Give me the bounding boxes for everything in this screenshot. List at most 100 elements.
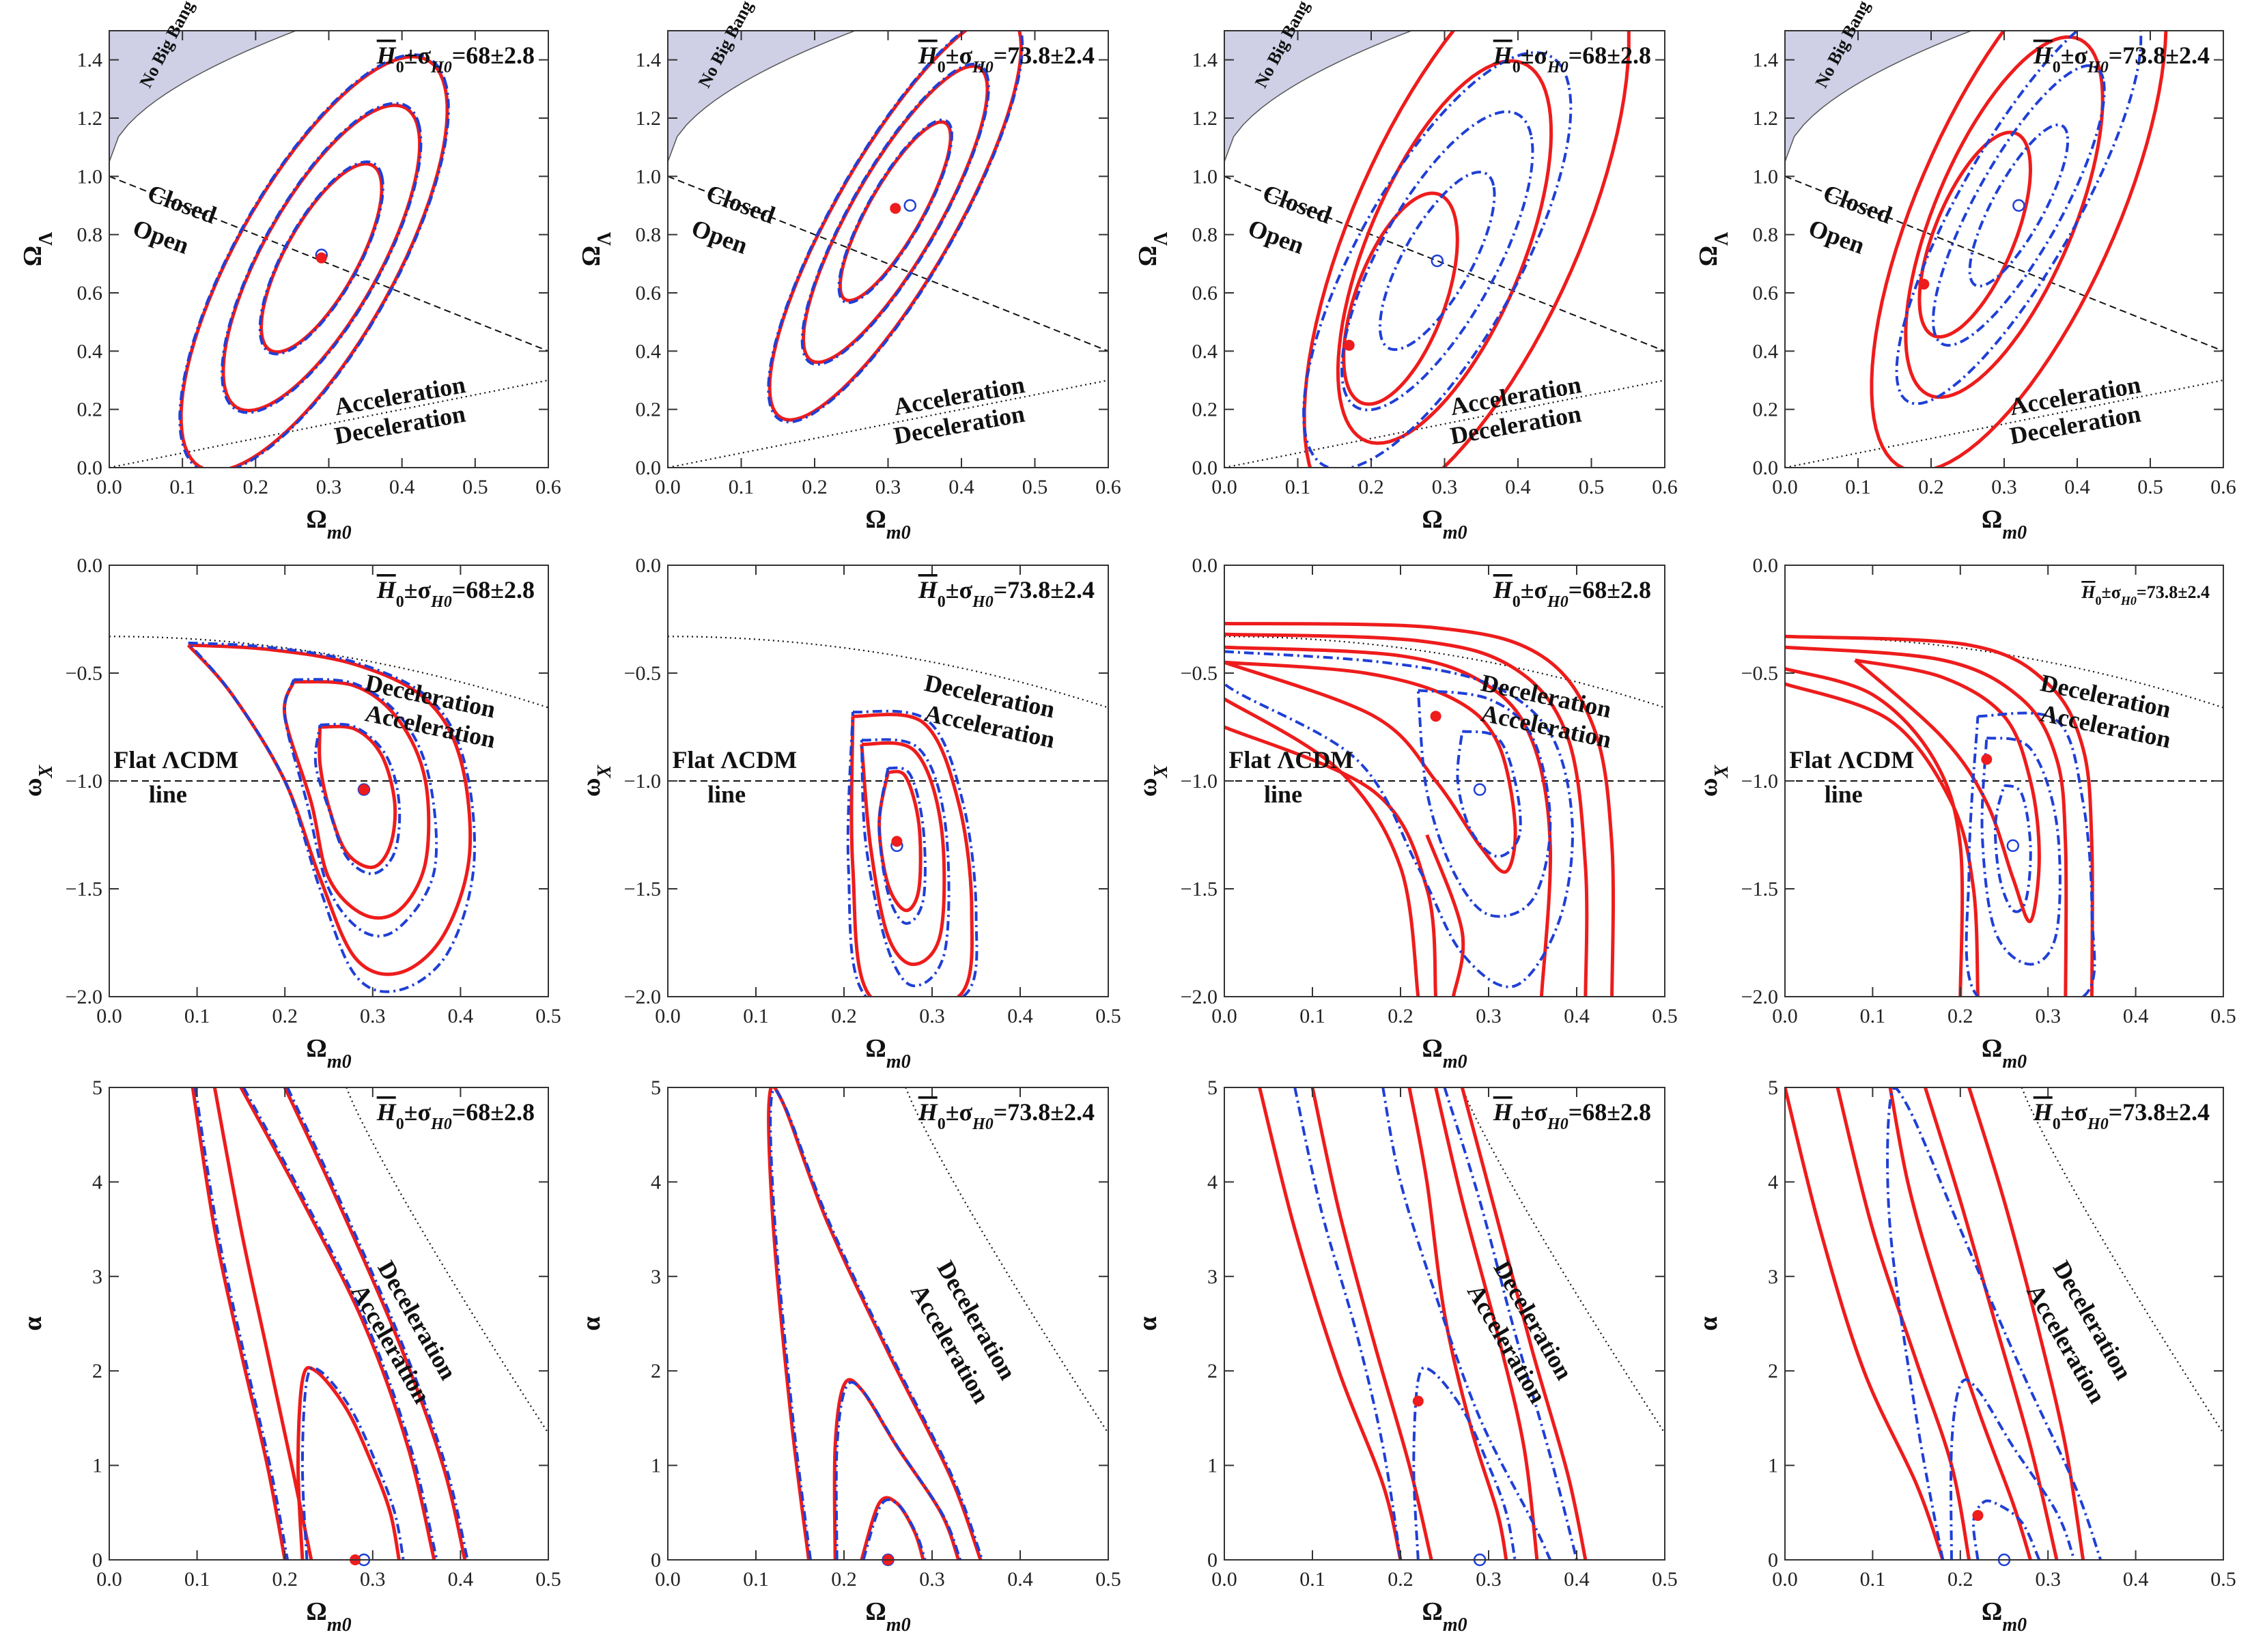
best-fit-filled-point (890, 203, 901, 214)
y-tick-label: 1.0 (636, 165, 662, 188)
y-tick-label: 0.8 (636, 224, 662, 246)
y-tick-label: 1 (1207, 1455, 1218, 1477)
plot-frame (667, 1087, 1109, 1561)
best-fit-filled-point (358, 784, 369, 795)
x-axis-label: Ωm0 (865, 1597, 910, 1636)
y-tick-label: −1.5 (1181, 878, 1218, 900)
acceleration-boundary-line (2021, 1087, 2223, 1434)
y-tick-label: 0.6 (77, 282, 103, 304)
x-tick-label: 0.2 (1947, 1005, 1973, 1027)
y-tick-label: 4 (1768, 1171, 1778, 1193)
acceleration-boundary-line (905, 1087, 1108, 1434)
x-tick-label: 0.2 (802, 476, 828, 498)
plot-frame (1784, 1087, 2224, 1561)
panel-mid-3: 0.0 0.1 0.2 0.3 0.4 0.5 0.0 −0.5 −1.0 −1.5 −2.0 Ωm0… (1134, 554, 1678, 1072)
x-tick-label: 0.2 (831, 1568, 857, 1591)
y-tick-label: −1.0 (1741, 770, 1778, 793)
y-tick-label: 0.0 (636, 554, 662, 577)
x-tick-label: 0.5 (2137, 476, 2163, 498)
x-tick-label: 0.3 (1476, 1568, 1502, 1591)
x-tick-label: 0.4 (448, 1568, 474, 1591)
y-tick-label: −0.5 (1741, 662, 1778, 685)
flat-lcdm-line-label: line (1264, 781, 1302, 808)
y-tick-label: 5 (92, 1077, 102, 1099)
y-tick-label: 0.6 (636, 282, 662, 304)
y-axis-label: ωX (577, 764, 615, 797)
y-tick-label: −1.0 (1181, 770, 1218, 793)
solid-contour-2 (1224, 645, 1553, 997)
y-axis-label: ΩΛ (1134, 232, 1172, 267)
dashed-contour-2 (834, 1380, 962, 1560)
x-tick-label: 0.6 (535, 476, 561, 498)
solid-contour-1 (860, 1496, 925, 1560)
x-axis-label: Ωm0 (1422, 1597, 1467, 1636)
dashed-contour-2 (1416, 689, 1552, 918)
y-tick-label: 2 (92, 1360, 102, 1382)
x-tick-label: 0.3 (919, 1005, 945, 1027)
x-tick-label: 0.1 (1285, 476, 1311, 498)
plot-frame (109, 1087, 549, 1561)
dashed-contour-3 (178, 53, 450, 468)
x-tick-label: 0.0 (96, 1568, 122, 1591)
h0-prior-label: H0±σH0=73.8±2.4 (918, 42, 1095, 76)
x-tick-label: 0.2 (272, 1568, 298, 1591)
open-label: Open (1805, 214, 1868, 259)
panel-bot-3: 0.0 0.1 0.2 0.3 0.4 0.5 0 1 2 3 4 5 Ωm0 α H0±σH0=68±2.… (1134, 1077, 1678, 1636)
x-tick-label: 0.4 (389, 476, 415, 498)
y-tick-label: 0.0 (1192, 457, 1218, 479)
dashed-contour-4 (286, 1087, 469, 1560)
x-tick-label: 0.1 (184, 1005, 210, 1027)
plot-area (109, 31, 548, 468)
x-tick-label: 0.3 (1476, 1005, 1502, 1027)
solid-contour-3 (1888, 1087, 2032, 1560)
dashed-contour-2 (1412, 1366, 1517, 1560)
y-tick-label: 0 (1768, 1549, 1778, 1571)
x-tick-label: 0.1 (729, 476, 755, 498)
dashed-contour-3 (1965, 711, 2096, 997)
panel-bot-2: 0.0 0.1 0.2 0.3 0.4 0.5 0 1 2 3 4 5 Ωm0 α H0±σH0=73.8±… (577, 1077, 1121, 1636)
x-tick-label: 0.1 (1299, 1005, 1325, 1027)
plot-area (1785, 31, 2223, 468)
x-axis-label: Ωm0 (1422, 505, 1467, 543)
x-axis-label: Ωm0 (1982, 1034, 2027, 1072)
x-tick-label: 0.1 (1860, 1568, 1886, 1591)
panel-top-3: 0.0 0.1 0.2 0.3 0.4 0.5 0.6 0.0 0.2 0.4 0.6 0.8 1.0 1… (1134, 0, 1678, 543)
y-tick-label: −2.0 (66, 986, 102, 1008)
y-tick-label: −1.5 (1741, 878, 1778, 900)
dashed-contour-3 (1381, 1087, 1552, 1560)
y-tick-label: 0.2 (77, 399, 103, 421)
x-tick-label: 0.4 (448, 1005, 474, 1027)
solid-contour-1 (1342, 191, 1459, 406)
flat-lcdm-label: Flat ΛCDM (1228, 746, 1353, 773)
x-tick-label: 0.2 (243, 476, 269, 498)
y-tick-label: 5 (1768, 1077, 1778, 1099)
panel-bot-1: 0.0 0.1 0.2 0.3 0.4 0.5 0 1 2 3 4 5 Ωm0 α H0±σH0=68±2.… (18, 1077, 561, 1636)
h0-prior-label: H0±σH0=68±2.8 (1493, 42, 1651, 76)
y-axis-label: ωX (1694, 764, 1732, 797)
dashed-contour-2 (1340, 110, 1534, 412)
x-tick-label: 0.5 (1022, 476, 1048, 498)
x-tick-label: 0.0 (655, 1005, 681, 1027)
plot-frame (1224, 1087, 1665, 1561)
y-axis-label: ωX (1134, 764, 1172, 797)
x-tick-label: 0.5 (1652, 1005, 1678, 1027)
y-tick-label: 0.0 (1753, 554, 1779, 577)
dashed-contour-1 (877, 766, 927, 925)
y-tick-label: −2.0 (624, 986, 661, 1008)
solid-contour-2 (1310, 1087, 1433, 1560)
x-tick-label: 0.1 (743, 1005, 769, 1027)
plot-area (1224, 31, 1665, 468)
x-tick-label: 0.4 (1564, 1005, 1590, 1027)
y-tick-label: 0.8 (77, 224, 103, 246)
plot-area (109, 636, 548, 993)
plot-area (1785, 1087, 2223, 1560)
solid-contour-3 (1785, 634, 2094, 997)
solid-contour-1 (1785, 1087, 1945, 1560)
solid-contour-3 (1224, 632, 1589, 997)
x-tick-label: 0.0 (655, 1568, 681, 1591)
x-axis-label: Ωm0 (306, 1034, 351, 1072)
h0-prior-label: H0±σH0=68±2.8 (376, 42, 535, 76)
h0-prior-label: H0±σH0=73.8±2.4 (2033, 1098, 2210, 1133)
x-tick-label: 0.5 (1095, 1568, 1121, 1591)
h0-prior-label: H0±σH0=73.8±2.4 (2081, 582, 2210, 608)
